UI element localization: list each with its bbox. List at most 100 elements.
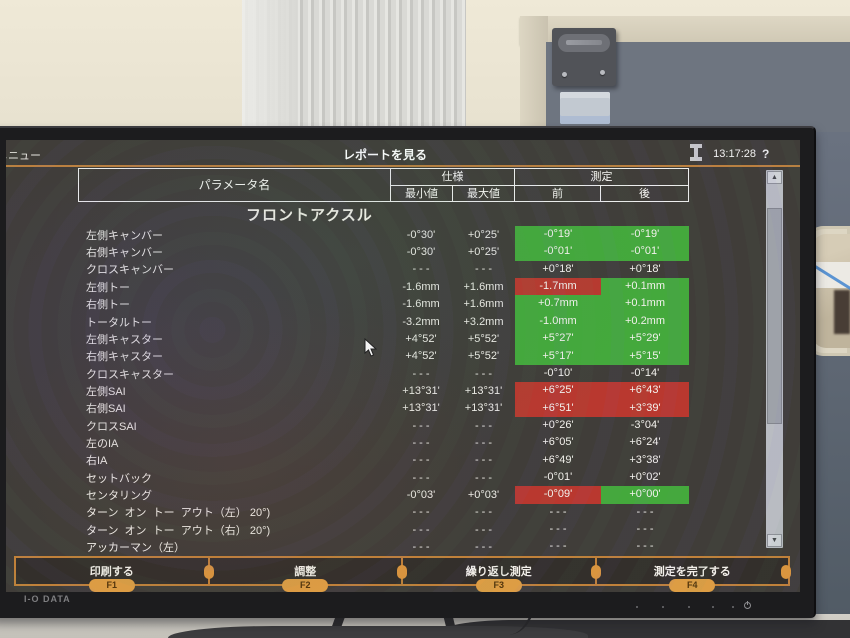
- door-frame-left: [520, 16, 548, 138]
- measure-before-value: +6°05': [542, 436, 574, 449]
- function-key-button[interactable]: 測定を完了する F4: [590, 558, 791, 592]
- function-key-button[interactable]: 調整 F2: [203, 558, 402, 592]
- screw-icon: [562, 72, 567, 77]
- spec-max-value: - - -: [474, 263, 493, 276]
- spec-min-value: -1.6mm: [402, 298, 440, 311]
- param-name: 右側キャスター: [86, 351, 163, 364]
- parameter-rows: 左側キャンバー -0°30' +0°25' -0°19' -0°19' 右側キャ…: [78, 226, 689, 556]
- spec-min-value: - - -: [412, 263, 430, 276]
- spec-max-value: +3.2mm: [463, 315, 504, 328]
- desk-shape: [168, 626, 588, 638]
- measure-before-value: +5°17': [515, 347, 601, 365]
- door-window: [812, 234, 850, 348]
- table-row: 左のIA - - - - - - +6°05' +6°24': [78, 434, 689, 451]
- measure-after-value: +5°15': [601, 347, 689, 365]
- application-screen: メニュー レポートを見る 13:17:28 ? パラメータ名 仕様 測定 最小値…: [6, 140, 800, 592]
- param-name: ターン オン トー アウト（右） 20°): [86, 524, 271, 537]
- spec-max-value: +5°52': [467, 350, 500, 363]
- menu-label[interactable]: メニュー: [6, 150, 41, 162]
- function-key-badge: F4: [669, 579, 716, 592]
- measure-after-value: - - -: [636, 540, 654, 553]
- measure-before-value: +0.7mm: [515, 295, 601, 313]
- spec-min-value: - - -: [412, 506, 430, 519]
- param-name: 左側トー: [86, 281, 130, 294]
- spec-max-value: - - -: [474, 523, 493, 536]
- spec-min-value: +4°52': [405, 332, 437, 345]
- table-row: 左側SAI +13°31' +13°31' +6°25' +6°43': [78, 382, 689, 400]
- spec-min-value: +4°52': [405, 350, 437, 363]
- table-row: 左側キャスター +4°52' +5°52' +5°27' +5°29': [78, 330, 689, 348]
- spec-max-value: - - -: [474, 541, 493, 554]
- table-row: 右側SAI +13°31' +13°31' +6°51' +3°39': [78, 399, 689, 417]
- axle-icon: [688, 144, 704, 161]
- scroll-up-icon[interactable]: ▲: [767, 171, 782, 184]
- param-name: センタリング: [86, 490, 152, 503]
- table-row: クロスキャンバー - - - - - - +0°18' +0°18': [78, 261, 689, 278]
- header-max: 最大値: [452, 185, 515, 202]
- clock: 13:17:28: [713, 148, 756, 160]
- measure-before-value: -0°01': [515, 243, 601, 261]
- spec-max-value: - - -: [474, 471, 493, 484]
- measure-after-value: +3°38': [629, 453, 661, 466]
- function-key-button[interactable]: 印刷する F1: [16, 558, 208, 592]
- panel-sheen: [242, 0, 298, 136]
- param-name: クロスSAI: [86, 420, 137, 433]
- measure-before-value: +6°49': [542, 453, 574, 466]
- header-param: パラメータ名: [78, 168, 391, 202]
- measure-before-value: +6°51': [515, 399, 601, 417]
- measure-after-value: - - -: [636, 523, 654, 536]
- table-row: クロスキャスター - - - - - - -0°10' -0°14': [78, 365, 689, 382]
- measure-after-value: -0°14': [630, 366, 660, 379]
- measure-after-value: +6°24': [629, 436, 661, 449]
- measure-before-value: -0°09': [515, 486, 601, 504]
- spec-max-value: +0°03': [467, 489, 500, 502]
- spec-min-value: -0°03': [406, 489, 436, 502]
- function-key-label: 繰り返し測定: [465, 566, 532, 578]
- spec-max-value: +1.6mm: [463, 280, 504, 293]
- measure-after-value: +3°39': [601, 399, 689, 417]
- page-title: レポートを見る: [342, 148, 427, 162]
- header-min: 最小値: [390, 185, 453, 202]
- table-row: 右側キャンバー -0°30' +0°25' -0°01' -0°01': [78, 243, 689, 261]
- param-name: 左のIA: [86, 438, 119, 451]
- help-icon[interactable]: ?: [762, 147, 770, 161]
- measure-before-value: -1.0mm: [515, 312, 601, 331]
- measure-after-value: -3°04': [630, 418, 660, 431]
- spec-min-value: -1.6mm: [402, 280, 440, 293]
- spec-min-value: - - -: [412, 437, 430, 450]
- spec-max-value: +13°31': [464, 384, 503, 397]
- monitor-control-buttons[interactable]: [632, 601, 752, 610]
- spec-max-value: - - -: [474, 506, 493, 519]
- spec-min-value: - - -: [412, 367, 430, 380]
- measure-after-value: +0.1mm: [601, 278, 689, 296]
- param-name: 右IA: [86, 455, 108, 468]
- screw-icon: [600, 70, 605, 75]
- scroll-down-icon[interactable]: ▼: [767, 534, 782, 547]
- param-name: 右側トー: [86, 299, 130, 312]
- spec-max-value: - - -: [474, 454, 493, 467]
- spec-min-value: +13°31': [402, 384, 440, 397]
- header-spec: 仕様: [390, 168, 515, 186]
- function-key-bar: 印刷する F1 調整 F2 繰り返し測定 F3 測定を完了する F4: [14, 556, 791, 592]
- function-key-label: 調整: [294, 566, 317, 578]
- param-name: 左側SAI: [86, 385, 126, 398]
- measure-before-value: - - -: [549, 540, 567, 553]
- table-row: ターン オン トー アウト（右） 20°) - - - - - - - - - …: [78, 521, 689, 538]
- spec-max-value: - - -: [474, 367, 493, 380]
- measure-after-value: +0°18': [629, 262, 661, 275]
- scrollbar[interactable]: ▲ ▼: [766, 170, 783, 548]
- param-name: クロスキャンバー: [86, 264, 174, 277]
- spec-min-value: - - -: [412, 454, 430, 467]
- measure-before-value: +6°25': [515, 382, 601, 400]
- power-icon[interactable]: [744, 601, 751, 609]
- scrollbar-thumb[interactable]: [767, 208, 782, 424]
- spec-max-value: +5°52': [467, 332, 500, 345]
- measure-after-value: +6°43': [601, 382, 689, 400]
- spec-min-value: - - -: [412, 471, 430, 484]
- table-row: 右側トー -1.6mm +1.6mm +0.7mm +0.1mm: [78, 295, 689, 313]
- header-before: 前: [514, 185, 601, 202]
- table-row: セットバック - - - - - - -0°01' +0°02': [78, 469, 689, 486]
- function-key-button[interactable]: 繰り返し測定 F3: [397, 558, 595, 592]
- measure-before-value: -0°01': [543, 471, 573, 484]
- param-name: トータルトー: [86, 316, 152, 329]
